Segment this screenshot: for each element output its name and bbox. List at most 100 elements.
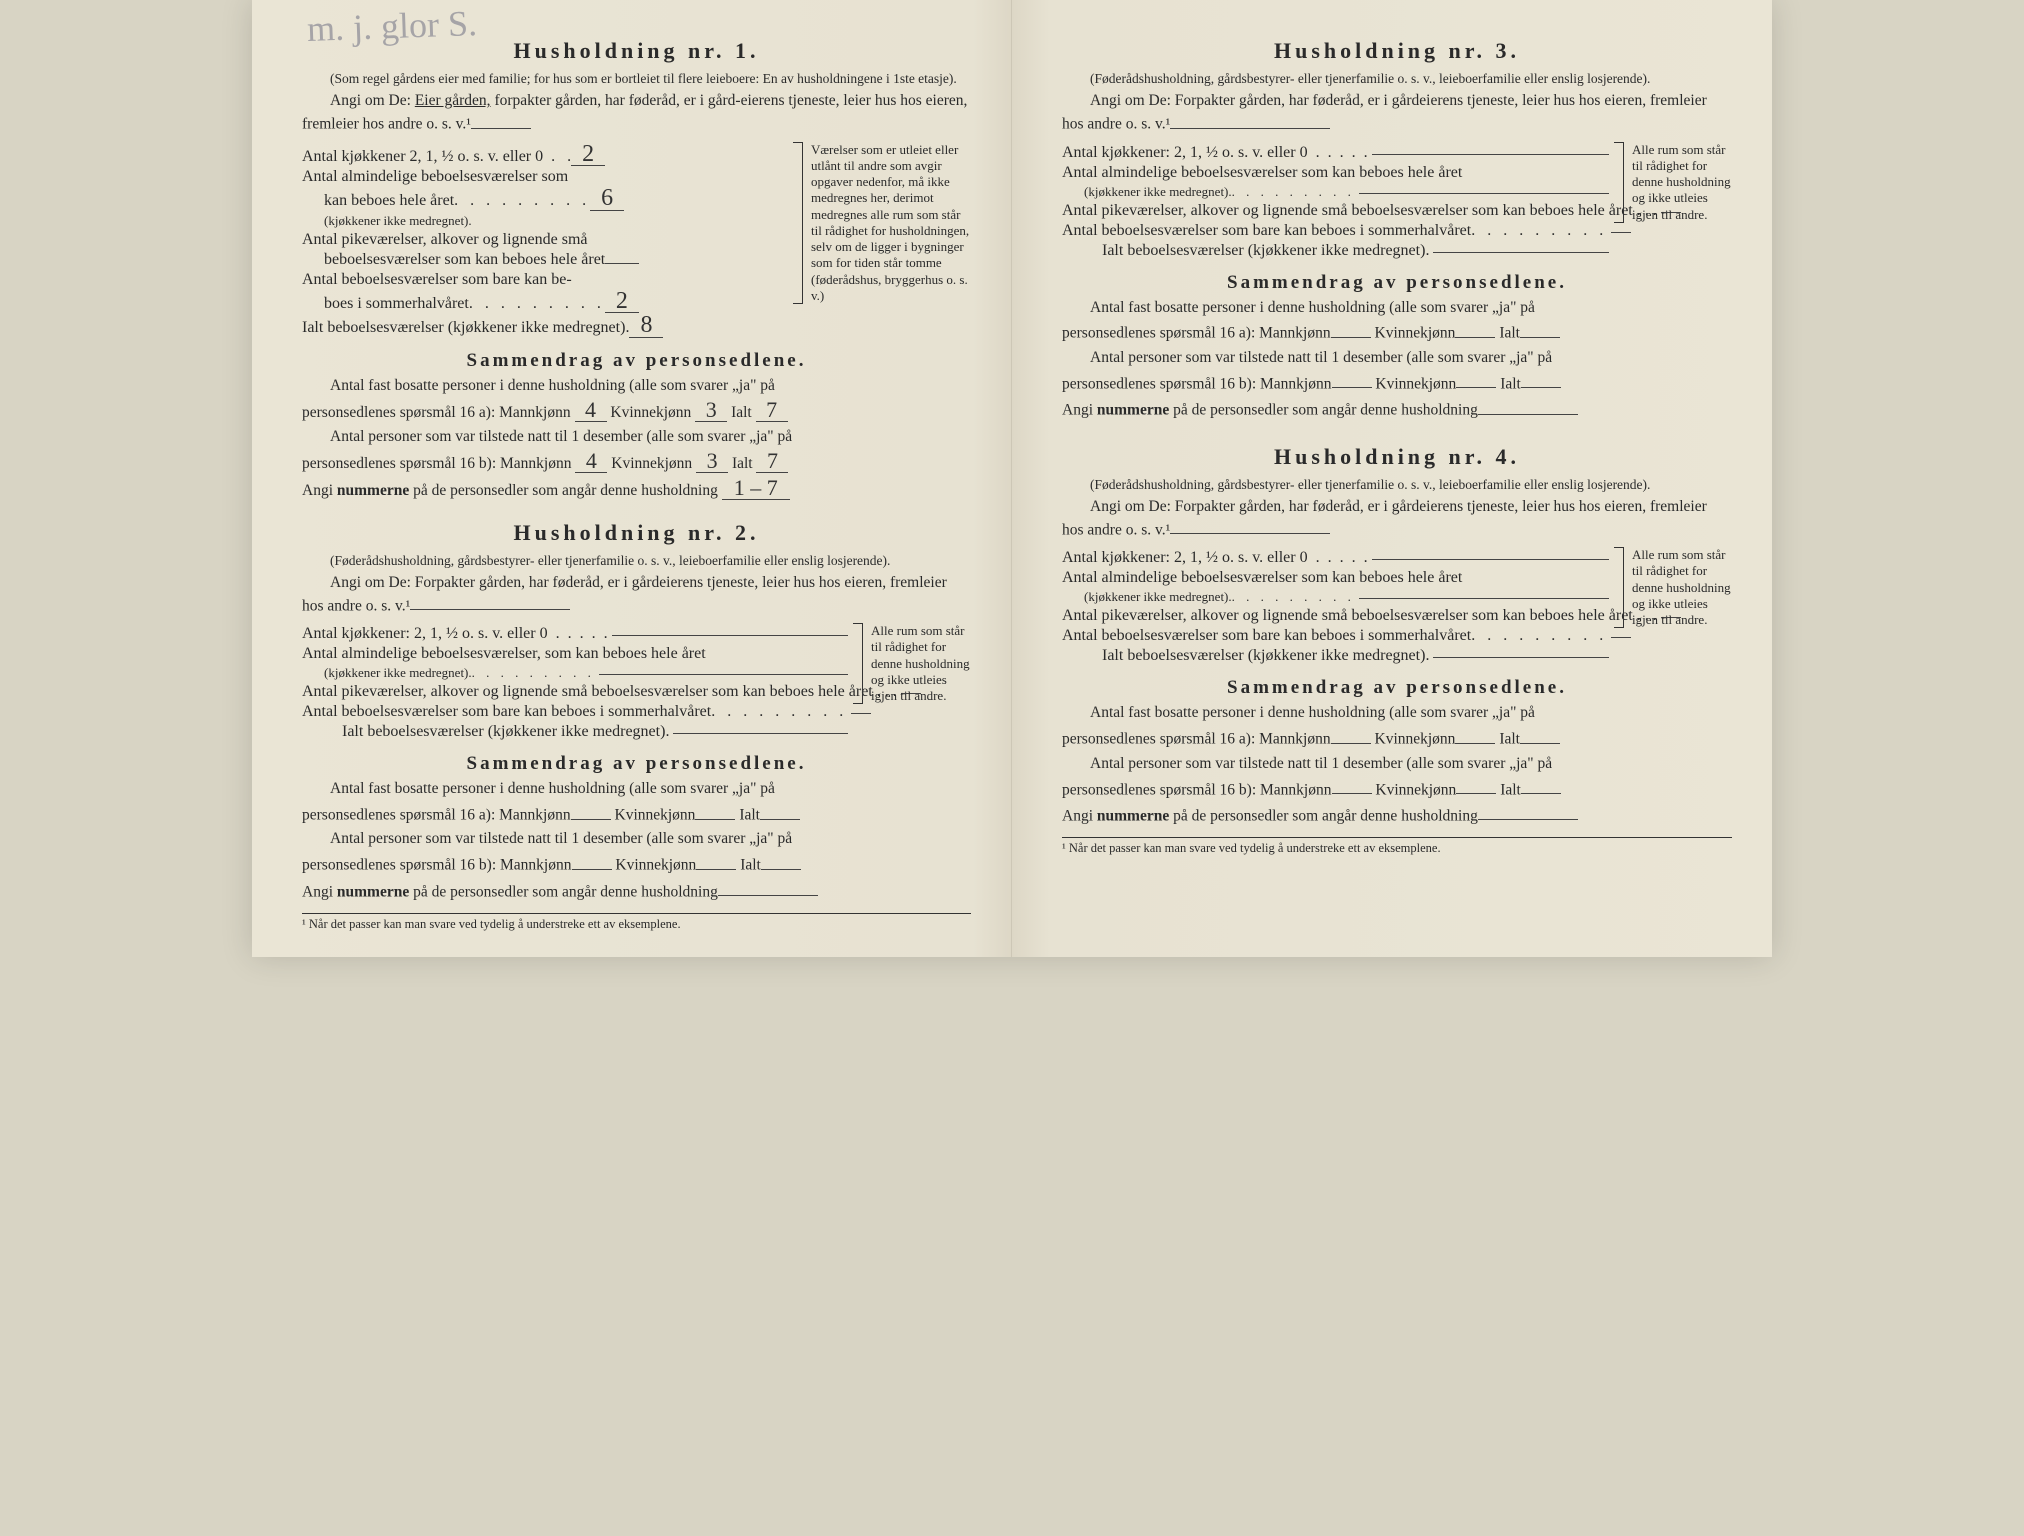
h3-sommer-row: Antal beboelsesværelser som bare kan beb… (1062, 222, 1613, 240)
h1-mann-b: 4 (575, 451, 607, 473)
h1-pike-val (605, 263, 639, 264)
h2-num-line: Angi nummerne på de personsedler som ang… (302, 880, 971, 903)
h4-angi: Angi om De: Forpakter gården, har føderå… (1062, 497, 1732, 541)
h3-sammendrag-title: Sammendrag av personsedlene. (1062, 272, 1732, 294)
h2-main-col: Antal kjøkkener: 2, 1, ½ o. s. v. eller … (302, 623, 852, 743)
left-footnote: ¹ Når det passer kan man svare ved tydel… (302, 913, 971, 932)
h2-title: Husholdning nr. 2. (302, 520, 971, 546)
h3-title: Husholdning nr. 3. (1062, 38, 1732, 64)
h3-angi: Angi om De: Forpakter gården, har føderå… (1062, 91, 1732, 135)
h1-sommer-label2: boes i sommerhalvåret (302, 295, 469, 313)
h1-ialt-label: Ialt beboelsesværelser (kjøkkener ikke m… (302, 319, 625, 337)
h1-sommer-label1: Antal beboelsesværelser som bare kan be- (302, 271, 572, 289)
h1-sommer-val: 2 (605, 291, 639, 314)
h1-sommer-row1: Antal beboelsesværelser som bare kan be- (302, 271, 792, 289)
h1-sommer-row2: boes i sommerhalvåret 2 (302, 291, 792, 314)
h4-main-col: Antal kjøkkener: 2, 1, ½ o. s. v. eller … (1062, 547, 1613, 667)
h1-ialt-row: Ialt beboelsesværelser (kjøkkener ikke m… (302, 315, 792, 338)
h2-ialt-row: Ialt beboelsesværelser (kjøkkener ikke m… (302, 723, 852, 741)
h1-s-line1b: personsedlenes spørsmål 16 a): Mannkjønn… (302, 400, 971, 424)
h4-ialt-row: Ialt beboelsesværelser (kjøkkener ikke m… (1062, 647, 1613, 665)
h1-ialt-b: 7 (756, 451, 788, 473)
left-page: m. j. glor S. Husholdning nr. 1. (Som re… (252, 0, 1012, 957)
h3-kjokken-row: Antal kjøkkener: 2, 1, ½ o. s. v. eller … (1062, 144, 1613, 162)
h3-note: (Føderådshusholdning, gårdsbestyrer- ell… (1062, 70, 1732, 88)
h2-sommer-row: Antal beboelsesværelser som bare kan beb… (302, 703, 852, 721)
h3-num-line: Angi nummerne på de personsedler som ang… (1062, 398, 1732, 421)
h4-pike-row: Antal pikeværelser, alkover og lignende … (1062, 607, 1613, 625)
h1-main-col: Antal kjøkkener 2, 1, ½ o. s. v. eller 0… (302, 142, 792, 340)
h1-pike-label2: beboelsesværelser som kan beboes hele år… (302, 251, 605, 269)
h4-s-line2b: personsedlenes spørsmål 16 b): Mannkjønn… (1062, 778, 1732, 801)
h1-s-line2a: Antal personer som var tilstede natt til… (302, 427, 971, 448)
h3-s-line2a: Antal personer som var tilstede natt til… (1062, 348, 1732, 369)
h4-s-line1a: Antal fast bosatte personer i denne hush… (1062, 703, 1732, 724)
right-footnote: ¹ Når det passer kan man svare ved tydel… (1062, 837, 1732, 856)
h3-s-line1a: Antal fast bosatte personer i denne hush… (1062, 298, 1732, 319)
h1-pike-row1: Antal pikeværelser, alkover og lignende … (302, 231, 792, 249)
h2-angi: Angi om De: Forpakter gården, har føderå… (302, 573, 971, 617)
h1-alm-label1: Antal almindelige beboelsesværelser som (302, 168, 568, 186)
h1-s-line1a: Antal fast bosatte personer i denne hush… (302, 376, 971, 397)
h1-alm-row2: kan beboes hele året 6 (302, 188, 792, 211)
h1-angi-blank (471, 112, 531, 129)
h1-mann-a: 4 (575, 400, 607, 422)
h3-side-note: Alle rum som står til rådighet for denne… (1623, 142, 1732, 223)
h3-alm-note-row: (kjøkkener ikke medregnet). (1062, 184, 1613, 200)
h4-title: Husholdning nr. 4. (1062, 444, 1732, 470)
h4-alm-row: Antal almindelige beboelsesværelser som … (1062, 569, 1613, 587)
h4-s-line2a: Antal personer som var tilstede natt til… (1062, 754, 1732, 775)
h2-s-line1a: Antal fast bosatte personer i denne hush… (302, 779, 971, 800)
document-sheet: m. j. glor S. Husholdning nr. 1. (Som re… (252, 0, 1772, 957)
h4-alm-note-row: (kjøkkener ikke medregnet). (1062, 589, 1613, 605)
h2-s-line1b: personsedlenes spørsmål 16 a): Mannkjønn… (302, 803, 971, 826)
h3-main-col: Antal kjøkkener: 2, 1, ½ o. s. v. eller … (1062, 142, 1613, 262)
h1-ialt-a: 7 (756, 400, 788, 422)
h1-angi-prefix: Angi om De: (330, 92, 415, 109)
h1-alm-val: 6 (590, 188, 624, 211)
h2-note: (Føderådshusholdning, gårdsbestyrer- ell… (302, 552, 971, 570)
h3-ialt-row: Ialt beboelsesværelser (kjøkkener ikke m… (1062, 242, 1613, 260)
h4-side-note: Alle rum som står til rådighet for denne… (1623, 547, 1732, 628)
h3-pike-row: Antal pikeværelser, alkover og lignende … (1062, 202, 1613, 220)
h2-sammendrag-title: Sammendrag av personsedlene. (302, 753, 971, 775)
h1-kjokken-val: 2 (571, 144, 605, 167)
h1-pike-label1: Antal pikeværelser, alkover og lignende … (302, 231, 588, 249)
h1-alm-note: (kjøkkener ikke medregnet). (302, 213, 792, 229)
h1-kjokken-row: Antal kjøkkener 2, 1, ½ o. s. v. eller 0… (302, 144, 792, 167)
h1-kjokken-label: Antal kjøkkener 2, 1, ½ o. s. v. eller 0 (302, 148, 543, 166)
h2-alm-row: Antal almindelige beboelsesværelser, som… (302, 645, 852, 663)
h2-pike-row: Antal pikeværelser, alkover og lignende … (302, 683, 852, 701)
h1-ialt-val: 8 (629, 315, 663, 338)
h4-rows-block: Antal kjøkkener: 2, 1, ½ o. s. v. eller … (1062, 547, 1732, 667)
handwritten-annotation: m. j. glor S. (306, 2, 477, 50)
h3-s-line2b: personsedlenes spørsmål 16 b): Mannkjønn… (1062, 372, 1732, 395)
h3-rows-block: Antal kjøkkener: 2, 1, ½ o. s. v. eller … (1062, 142, 1732, 262)
h2-kjokken-row: Antal kjøkkener: 2, 1, ½ o. s. v. eller … (302, 625, 852, 643)
h4-sammendrag-title: Sammendrag av personsedlene. (1062, 677, 1732, 699)
h1-angi-underline: Eier gården, (415, 92, 491, 109)
h1-note: (Som regel gårdens eier med familie; for… (302, 70, 971, 88)
h1-pike-row2: beboelsesværelser som kan beboes hele år… (302, 251, 792, 269)
h2-alm-note-row: (kjøkkener ikke medregnet). (302, 665, 852, 681)
h1-s-line2b: personsedlenes spørsmål 16 b): Mannkjønn… (302, 451, 971, 475)
h3-s-line1b: personsedlenes spørsmål 16 a): Mannkjønn… (1062, 321, 1732, 344)
h1-kvinne-a: 3 (695, 400, 727, 422)
h2-rows-block: Antal kjøkkener: 2, 1, ½ o. s. v. eller … (302, 623, 971, 743)
h2-s-line2b: personsedlenes spørsmål 16 b): Mannkjønn… (302, 853, 971, 876)
h1-alm-row1: Antal almindelige beboelsesværelser som (302, 168, 792, 186)
h1-kvinne-b: 3 (696, 451, 728, 473)
h1-side-note: Værelser som er utleiet eller utlånt til… (802, 142, 971, 305)
h2-side-note: Alle rum som står til rådighet for denne… (862, 623, 971, 704)
h1-num-val: 1 – 7 (722, 478, 790, 500)
h1-num-line: Angi nummerne på de personsedler som ang… (302, 478, 971, 502)
h1-alm-label2: kan beboes hele året (302, 192, 454, 210)
h3-alm-row: Antal almindelige beboelsesværelser som … (1062, 164, 1613, 182)
h4-kjokken-row: Antal kjøkkener: 2, 1, ½ o. s. v. eller … (1062, 549, 1613, 567)
h1-sammendrag-title: Sammendrag av personsedlene. (302, 350, 971, 372)
h4-num-line: Angi nummerne på de personsedler som ang… (1062, 804, 1732, 827)
h4-s-line1b: personsedlenes spørsmål 16 a): Mannkjønn… (1062, 727, 1732, 750)
h4-note: (Føderådshusholdning, gårdsbestyrer- ell… (1062, 476, 1732, 494)
right-page: Husholdning nr. 3. (Føderådshusholdning,… (1012, 0, 1772, 957)
h2-s-line2a: Antal personer som var tilstede natt til… (302, 829, 971, 850)
